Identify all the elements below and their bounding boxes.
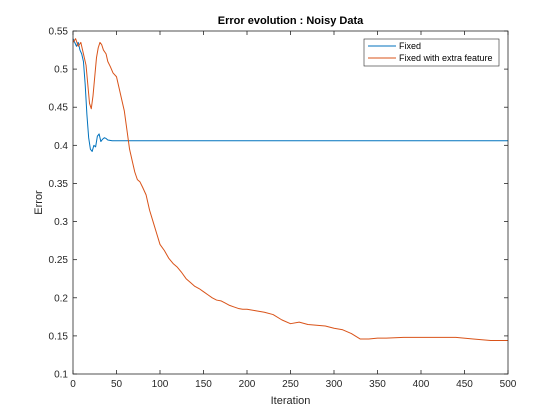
y-tick-label: 0.55 — [49, 27, 69, 38]
y-tick-label: 0.5 — [54, 65, 68, 76]
x-tick-label: 300 — [326, 379, 343, 390]
x-tick-label: 250 — [282, 379, 299, 390]
series-layer — [72, 38, 508, 341]
series-line-fixed-with-extra-feature — [72, 38, 508, 341]
legend: Fixed Fixed with extra feature — [363, 38, 500, 67]
x-tick-label: 350 — [369, 379, 386, 390]
x-tick-label: 200 — [239, 379, 256, 390]
y-tick-label: 0.25 — [49, 255, 69, 266]
plot-area — [73, 31, 508, 374]
y-tick-label: 0.1 — [54, 370, 68, 381]
legend-box — [363, 38, 500, 67]
ticks-layer: 0 50 100 150 200 250 300 350 400 450 500 0.1 0.15 0.2… — [49, 27, 517, 391]
y-tick-label: 0.3 — [54, 217, 68, 228]
legend-label-fixed-with-extra-feature: Fixed with extra feature — [399, 53, 493, 63]
chart-title: Error evolution : Noisy Data — [218, 15, 364, 27]
x-tick-label: 50 — [111, 379, 123, 390]
x-tick-label: 400 — [413, 379, 430, 390]
x-tick-label: 450 — [456, 379, 473, 390]
legend-label-fixed: Fixed — [399, 41, 421, 51]
y-tick-label: 0.35 — [49, 179, 69, 190]
y-tick-label: 0.4 — [54, 141, 68, 152]
x-tick-label: 0 — [70, 379, 76, 390]
x-tick-label: 100 — [152, 379, 169, 390]
x-tick-label: 500 — [500, 379, 517, 390]
x-tick-label: 150 — [195, 379, 212, 390]
plot-frame — [72, 30, 509, 375]
y-tick-label: 0.15 — [49, 331, 69, 342]
y-tick-label: 0.2 — [54, 293, 68, 304]
x-axis-label: Iteration — [271, 395, 311, 407]
y-tick-label: 0.45 — [49, 103, 69, 114]
y-axis-label: Error — [33, 190, 45, 215]
series-line-fixed — [72, 38, 508, 152]
